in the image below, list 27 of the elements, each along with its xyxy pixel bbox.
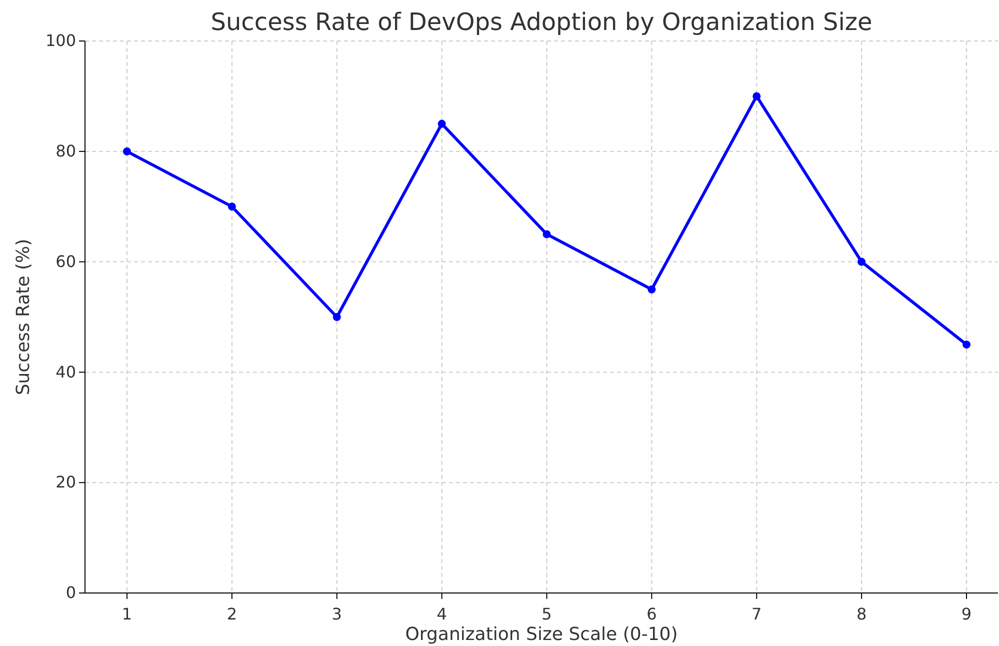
point [228,202,236,211]
y-tick-label: 20 [56,472,76,492]
x-tick-label: 2 [226,604,238,624]
x-tick-label: 9 [961,604,972,624]
point [332,313,341,321]
y-tick-label: 60 [56,252,76,271]
point [542,230,551,238]
y-tick-label: 0 [66,583,76,602]
x-tick-label: 7 [752,604,762,624]
x-tick-label: 5 [542,604,552,624]
y-tick-label: 40 [56,362,76,382]
x-tick-label: 4 [436,604,447,624]
point [438,120,446,128]
x-axis-title: Organization Size Scale (0-10) [405,624,678,645]
x-tick-label: 8 [856,604,867,624]
x-tick-label: 1 [122,604,132,624]
y-tick-label: 80 [56,142,76,161]
point [962,340,971,349]
x-tick-label: 3 [332,604,342,624]
x-tick-label: 6 [646,604,657,624]
point [122,147,131,156]
point [858,258,866,266]
point [648,285,656,294]
y-axis-title: Success Rate (%) [13,238,34,396]
y-tick-label: 100 [45,31,76,50]
point [752,92,761,100]
chart-title: Success Rate of DevOps Adoption by Organization Size [210,8,872,36]
